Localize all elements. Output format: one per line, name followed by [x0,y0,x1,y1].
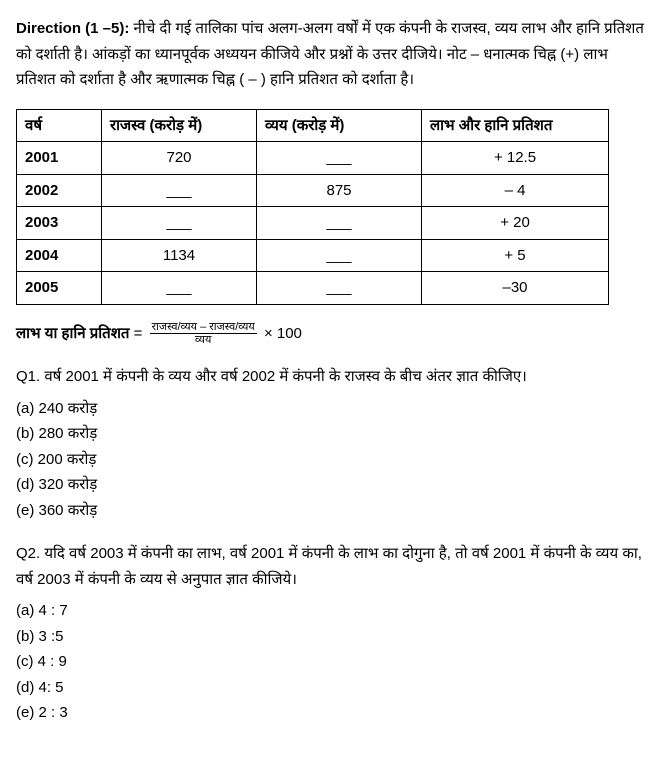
q1-option-e: (e) 360 करोड़ [16,498,647,524]
cell-expense: ___ [257,142,422,175]
q2-options: (a) 4 : 7 (b) 3 :5 (c) 4 : 9 (d) 4: 5 (e… [16,598,647,726]
table-row: 2003 ___ ___ + 20 [17,207,609,240]
cell-expense: ___ [257,239,422,272]
q1-option-c: (c) 200 करोड़ [16,447,647,473]
cell-plpct: + 5 [422,239,609,272]
q2-option-c: (c) 4 : 9 [16,649,647,675]
q1-option-d: (d) 320 करोड़ [16,472,647,498]
cell-plpct: – 4 [422,174,609,207]
q1-option-b: (b) 280 करोड़ [16,421,647,447]
table-row: 2004 1134 ___ + 5 [17,239,609,272]
cell-revenue: 720 [102,142,257,175]
cell-expense: ___ [257,272,422,305]
th-plpct: लाभ और हानि प्रतिशत [422,109,609,142]
formula-tail: × 100 [260,325,302,342]
data-table: वर्ष राजस्व (करोड़ में) व्यय (करोड़ में)… [16,109,609,305]
q2-option-d: (d) 4: 5 [16,675,647,701]
q1-options: (a) 240 करोड़ (b) 280 करोड़ (c) 200 करोड… [16,396,647,524]
cell-year: 2003 [17,207,102,240]
formula-equals: = [129,325,146,342]
table-header-row: वर्ष राजस्व (करोड़ में) व्यय (करोड़ में)… [17,109,609,142]
cell-expense: 875 [257,174,422,207]
question-2: Q2. यदि वर्ष 2003 में कंपनी का लाभ, वर्ष… [16,541,647,726]
th-expense: व्यय (करोड़ में) [257,109,422,142]
q2-text: Q2. यदि वर्ष 2003 में कंपनी का लाभ, वर्ष… [16,541,647,592]
cell-revenue: 1134 [102,239,257,272]
cell-year: 2002 [17,174,102,207]
cell-plpct: + 12.5 [422,142,609,175]
formula-label: लाभ या हानि प्रतिशत [16,325,129,342]
formula-denominator: व्यय [150,334,257,346]
cell-revenue: ___ [102,272,257,305]
formula-fraction: राजस्व/व्यय – राजस्व/व्ययव्यय [150,321,257,346]
th-year: वर्ष [17,109,102,142]
th-revenue: राजस्व (करोड़ में) [102,109,257,142]
cell-year: 2004 [17,239,102,272]
question-1: Q1. वर्ष 2001 में कंपनी के व्यय और वर्ष … [16,364,647,523]
cell-plpct: –30 [422,272,609,305]
q1-text: Q1. वर्ष 2001 में कंपनी के व्यय और वर्ष … [16,364,647,390]
cell-revenue: ___ [102,207,257,240]
table-row: 2001 720 ___ + 12.5 [17,142,609,175]
cell-plpct: + 20 [422,207,609,240]
cell-year: 2001 [17,142,102,175]
q2-option-e: (e) 2 : 3 [16,700,647,726]
q2-option-b: (b) 3 :5 [16,624,647,650]
q1-option-a: (a) 240 करोड़ [16,396,647,422]
formula-numerator: राजस्व/व्यय – राजस्व/व्यय [150,321,257,334]
formula-line: लाभ या हानि प्रतिशत = राजस्व/व्यय – राजस… [16,321,647,347]
direction-label: Direction (1 –5): [16,20,129,37]
table-row: 2005 ___ ___ –30 [17,272,609,305]
cell-revenue: ___ [102,174,257,207]
table-row: 2002 ___ 875 – 4 [17,174,609,207]
direction-paragraph: Direction (1 –5): नीचे दी गई तालिका पांच… [16,16,647,93]
q2-option-a: (a) 4 : 7 [16,598,647,624]
cell-year: 2005 [17,272,102,305]
cell-expense: ___ [257,207,422,240]
